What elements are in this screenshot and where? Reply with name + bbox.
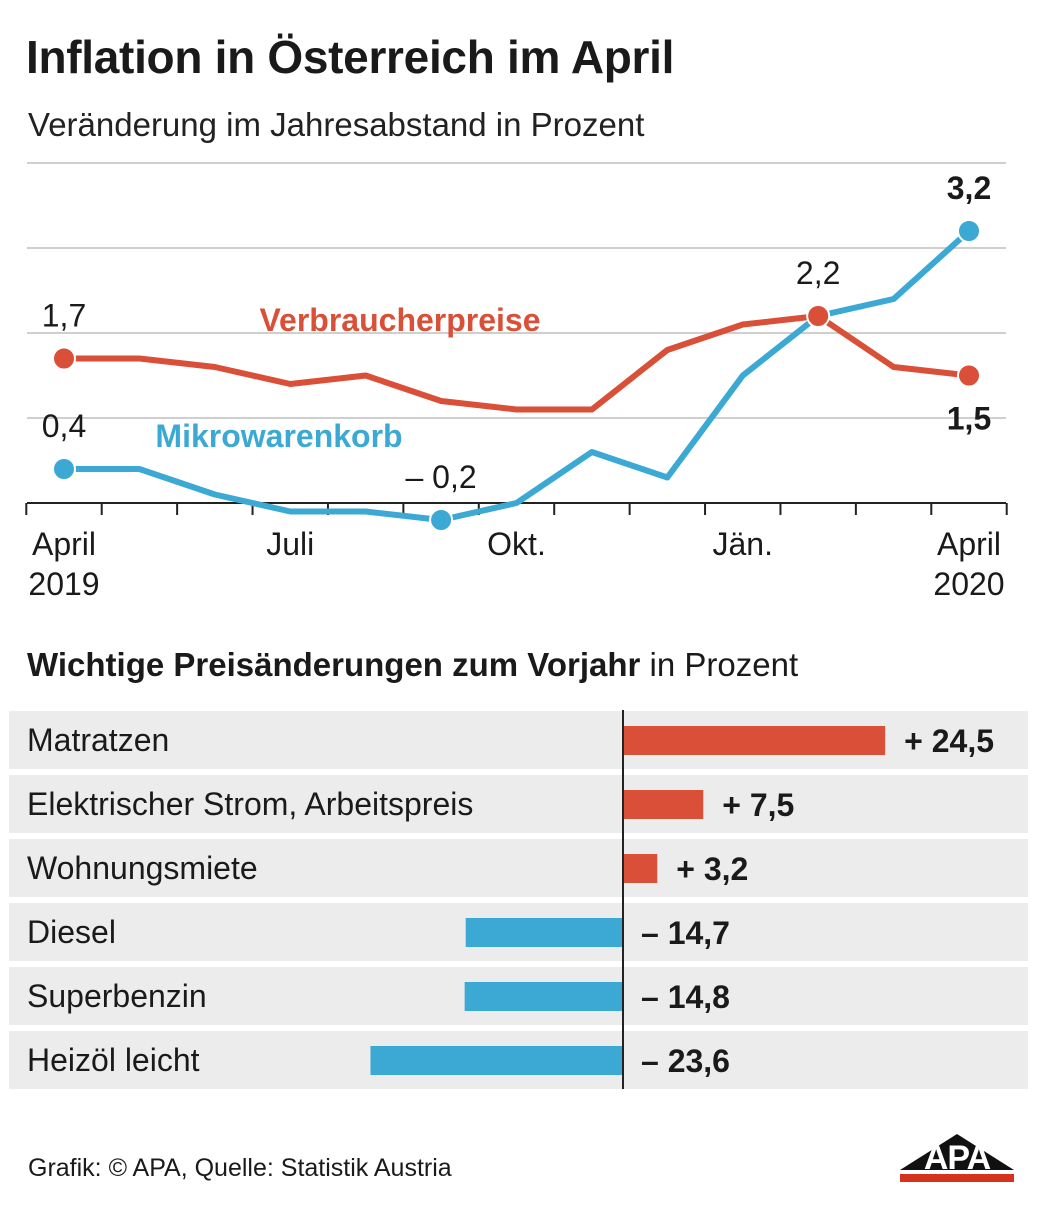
x-tick-label-line1: Juli [266, 526, 314, 562]
bar-value-label: + 7,5 [722, 787, 794, 823]
bar [370, 1046, 623, 1075]
apa-logo-mark [900, 1134, 1014, 1170]
bar-value-label: – 14,8 [641, 979, 730, 1015]
apa-logo: APA [900, 1134, 1014, 1182]
bar-chart-title-suffix: in Prozent [649, 646, 799, 683]
bar [465, 918, 623, 947]
data-point-mikrowarenkorb [429, 508, 454, 532]
category-label: Diesel [27, 914, 116, 950]
chart-subtitle: Veränderung im Jahresabstand in Prozent [28, 106, 645, 143]
source-credit: Grafik: © APA, Quelle: Statistik Austria [28, 1154, 452, 1182]
data-point-verbraucherpreise [957, 363, 981, 388]
x-tick-label-line1: April [937, 526, 1001, 562]
inflation-line-chart: April 2019 Juli Okt. Jän. April 2020 1,7 2,2 1,5 0… [25, 162, 1008, 602]
series-label-verbraucherpreise: Verbraucherpreise [259, 302, 540, 338]
bar-row-background [9, 839, 1028, 897]
bar [623, 790, 704, 819]
apa-logo-text: APA [924, 1139, 991, 1177]
x-tick-label: April 2019 [28, 526, 99, 602]
data-point-verbraucherpreise [52, 346, 76, 371]
x-tick-label: Juli [266, 526, 314, 562]
x-tick-label: Okt. [487, 526, 546, 562]
bar [623, 854, 658, 883]
category-label: Wohnungsmiete [27, 850, 258, 886]
bar-chart-title: Wichtige Preisänderungen zum Vorjahr in … [27, 646, 798, 684]
bar-value-label: + 24,5 [904, 723, 994, 759]
bar-value-label: – 14,7 [641, 915, 730, 951]
category-label: Matratzen [27, 722, 169, 758]
data-label: 1,7 [42, 298, 86, 334]
data-label: 0,4 [42, 408, 86, 444]
category-label: Superbenzin [27, 978, 207, 1014]
x-tick-label-line2: 2020 [933, 566, 1004, 602]
x-tick-label-line1: Jän. [713, 526, 773, 562]
price-change-bar-chart: Matratzen + 24,5 Elektrischer Strom, Arbei… [9, 710, 1028, 1089]
bar [464, 982, 623, 1011]
x-tick-label-line2: 2019 [28, 566, 99, 602]
data-point-verbraucherpreise [806, 304, 831, 328]
bar [623, 726, 886, 755]
data-label: 1,5 [947, 401, 991, 437]
bar-value-label: – 23,6 [641, 1043, 730, 1079]
chart-title: Inflation in Österreich im April [26, 31, 675, 83]
x-tick-label-line1: April [32, 526, 96, 562]
apa-logo-underline [900, 1174, 1014, 1182]
category-label: Elektrischer Strom, Arbeitspreis [27, 786, 473, 822]
bar-chart-title-bold: Wichtige Preisänderungen zum Vorjahr [27, 646, 641, 683]
category-label: Heizöl leicht [27, 1042, 200, 1078]
data-label: 2,2 [796, 255, 840, 291]
data-label: – 0,2 [405, 459, 476, 495]
x-tick-label: Jän. [713, 526, 773, 562]
bar-row-background [9, 775, 1028, 833]
data-label: 3,2 [947, 170, 991, 206]
bar-value-label: + 3,2 [676, 851, 748, 887]
data-point-mikrowarenkorb [52, 457, 76, 481]
x-tick-label-line1: Okt. [487, 526, 546, 562]
data-point-mikrowarenkorb [957, 219, 981, 243]
series-label-mikrowarenkorb: Mikrowarenkorb [155, 418, 402, 454]
x-tick-label: April 2020 [933, 526, 1004, 602]
